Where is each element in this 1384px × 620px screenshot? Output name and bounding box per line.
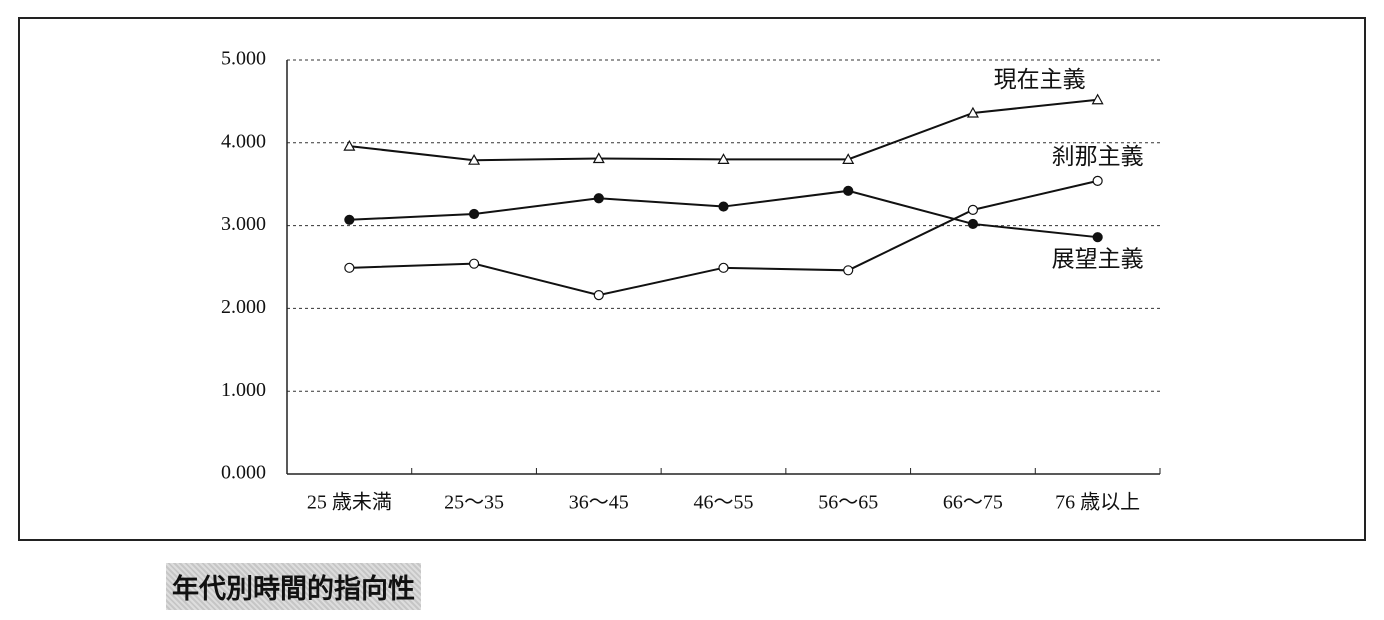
series-label: 展望主義 — [1052, 246, 1144, 271]
data-point — [967, 218, 979, 230]
data-point — [343, 139, 356, 151]
series-line — [349, 98, 1098, 162]
x-tick-label: 56～65 — [818, 492, 878, 514]
series-line — [349, 189, 1098, 239]
data-point — [344, 214, 355, 225]
data-point — [468, 153, 481, 165]
series-line — [349, 179, 1098, 297]
data-point — [1092, 175, 1103, 186]
x-tick-label: 66～75 — [943, 492, 1003, 514]
chart-title: 年代別時間的指向性 — [166, 563, 421, 610]
x-tick-label: 46～55 — [694, 492, 754, 514]
y-tick-label: 3.000 — [221, 213, 266, 235]
y-tick-label: 1.000 — [221, 379, 266, 401]
x-tick-label: 25～35 — [444, 492, 504, 514]
x-tick-label: 36～45 — [569, 492, 629, 514]
x-tick-label: 25 歳未満 — [307, 491, 392, 514]
y-tick-label: 4.000 — [221, 130, 266, 152]
x-tick-label: 76 歳以上 — [1055, 491, 1140, 514]
y-tick-label: 2.000 — [221, 296, 266, 318]
data-point — [592, 152, 605, 164]
data-point — [344, 262, 355, 273]
y-tick-label: 5.000 — [221, 48, 266, 70]
data-point — [717, 153, 730, 164]
data-point — [967, 204, 979, 215]
data-point — [718, 201, 729, 212]
series-label: 現在主義 — [994, 67, 1086, 92]
y-tick-label: 0.000 — [221, 462, 266, 484]
data-point — [1091, 93, 1104, 105]
data-point — [842, 153, 855, 164]
data-point — [468, 208, 480, 220]
data-point — [1092, 232, 1103, 243]
data-point — [843, 185, 854, 196]
chart-frame — [18, 17, 1366, 541]
data-point — [593, 193, 604, 204]
data-point — [718, 262, 729, 273]
data-point — [966, 106, 979, 118]
data-point — [843, 265, 854, 276]
data-point — [468, 258, 480, 269]
series-label: 刹那主義 — [1052, 144, 1144, 169]
data-point — [593, 290, 604, 301]
